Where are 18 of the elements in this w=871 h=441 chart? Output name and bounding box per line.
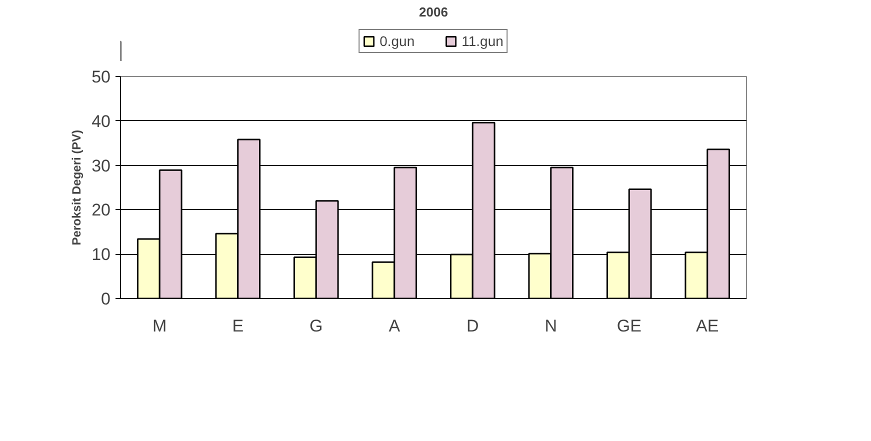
x-tick-label: GE (616, 316, 642, 336)
y-tick-label: 10 (92, 245, 111, 264)
x-tick-label: D (466, 316, 479, 336)
chart-title: 2006 (419, 4, 448, 20)
legend-label: 0.gun (380, 33, 415, 49)
x-tick-label: AE (696, 316, 719, 336)
x-tick-label: E (232, 316, 244, 336)
y-tick-label: 0 (101, 290, 111, 308)
legend-label: 11.gun (462, 33, 504, 49)
x-tick-label: G (310, 316, 323, 336)
x-tick-label: A (388, 316, 401, 336)
y-tick-label: 40 (92, 112, 111, 131)
x-tick-label: M (152, 316, 167, 336)
y-tick-label: 20 (92, 200, 111, 220)
y-tick-label: 50 (92, 68, 111, 86)
y-tick-label: 30 (92, 156, 111, 176)
x-tick-label: N (544, 316, 558, 336)
y-axis-title: Peroksit Degeri (PV) (70, 130, 84, 246)
